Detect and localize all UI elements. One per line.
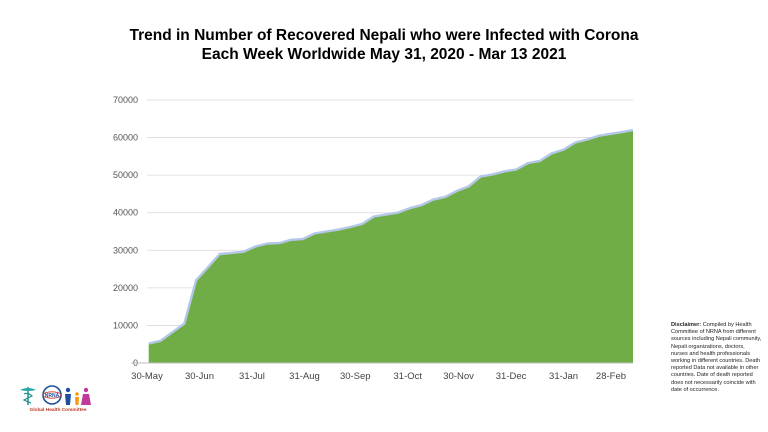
x-tick-label: 31-Dec bbox=[496, 371, 527, 382]
series-line bbox=[148, 128, 634, 345]
y-tick-label: 70000 bbox=[113, 95, 138, 105]
series-area-fill bbox=[148, 130, 633, 363]
logo-badge-text: NRNA bbox=[45, 393, 60, 399]
x-tick-label: 31-Jul bbox=[239, 371, 265, 382]
family-figures-icon bbox=[65, 387, 91, 405]
y-tick-label: 50000 bbox=[113, 170, 138, 180]
y-tick-label: 10000 bbox=[113, 320, 138, 330]
nrna-logo: NRNA Global Health Committee bbox=[16, 384, 100, 418]
x-tick-label: 31-Oct bbox=[394, 371, 423, 382]
nrna-globe-icon: NRNA bbox=[42, 385, 62, 405]
logo-caption: Global Health Committee bbox=[29, 408, 87, 413]
y-tick-label: 40000 bbox=[113, 208, 138, 218]
x-tick-label: 30-Jun bbox=[185, 371, 214, 382]
disclaimer-body: Compiled by Health Committee of NRNA fro… bbox=[671, 322, 762, 393]
series-area bbox=[148, 128, 634, 363]
x-tick-label: 30-Nov bbox=[443, 371, 474, 382]
y-tick-label: 30000 bbox=[113, 245, 138, 255]
logo-graphic: NRNA bbox=[20, 385, 91, 405]
y-tick-label: 60000 bbox=[113, 133, 138, 143]
disclaimer-heading: Disclaimer: bbox=[671, 322, 702, 328]
x-axis: 30-May 30-Jun 31-Jul 31-Aug 30-Sep 31-Oct 30-N… bbox=[131, 362, 633, 382]
x-tick-label: 30-May bbox=[131, 371, 163, 382]
caduceus-icon bbox=[20, 387, 36, 405]
x-tick-label: 28-Feb bbox=[596, 371, 626, 382]
chart-title-line-2: Each Week Worldwide May 31, 2020 - Mar 1… bbox=[201, 46, 567, 63]
y-tick-label: 20000 bbox=[113, 283, 138, 293]
chart-title: Trend in Number of Recovered Nepali who … bbox=[0, 26, 768, 64]
x-tick-label: 30-Sep bbox=[340, 371, 371, 382]
x-tick-label: 31-Aug bbox=[289, 371, 320, 382]
chart-title-line-1: Trend in Number of Recovered Nepali who … bbox=[129, 27, 639, 44]
disclaimer-note: Disclaimer: Compiled by Health Committee… bbox=[671, 322, 763, 394]
x-tick-label: 31-Jan bbox=[549, 371, 578, 382]
